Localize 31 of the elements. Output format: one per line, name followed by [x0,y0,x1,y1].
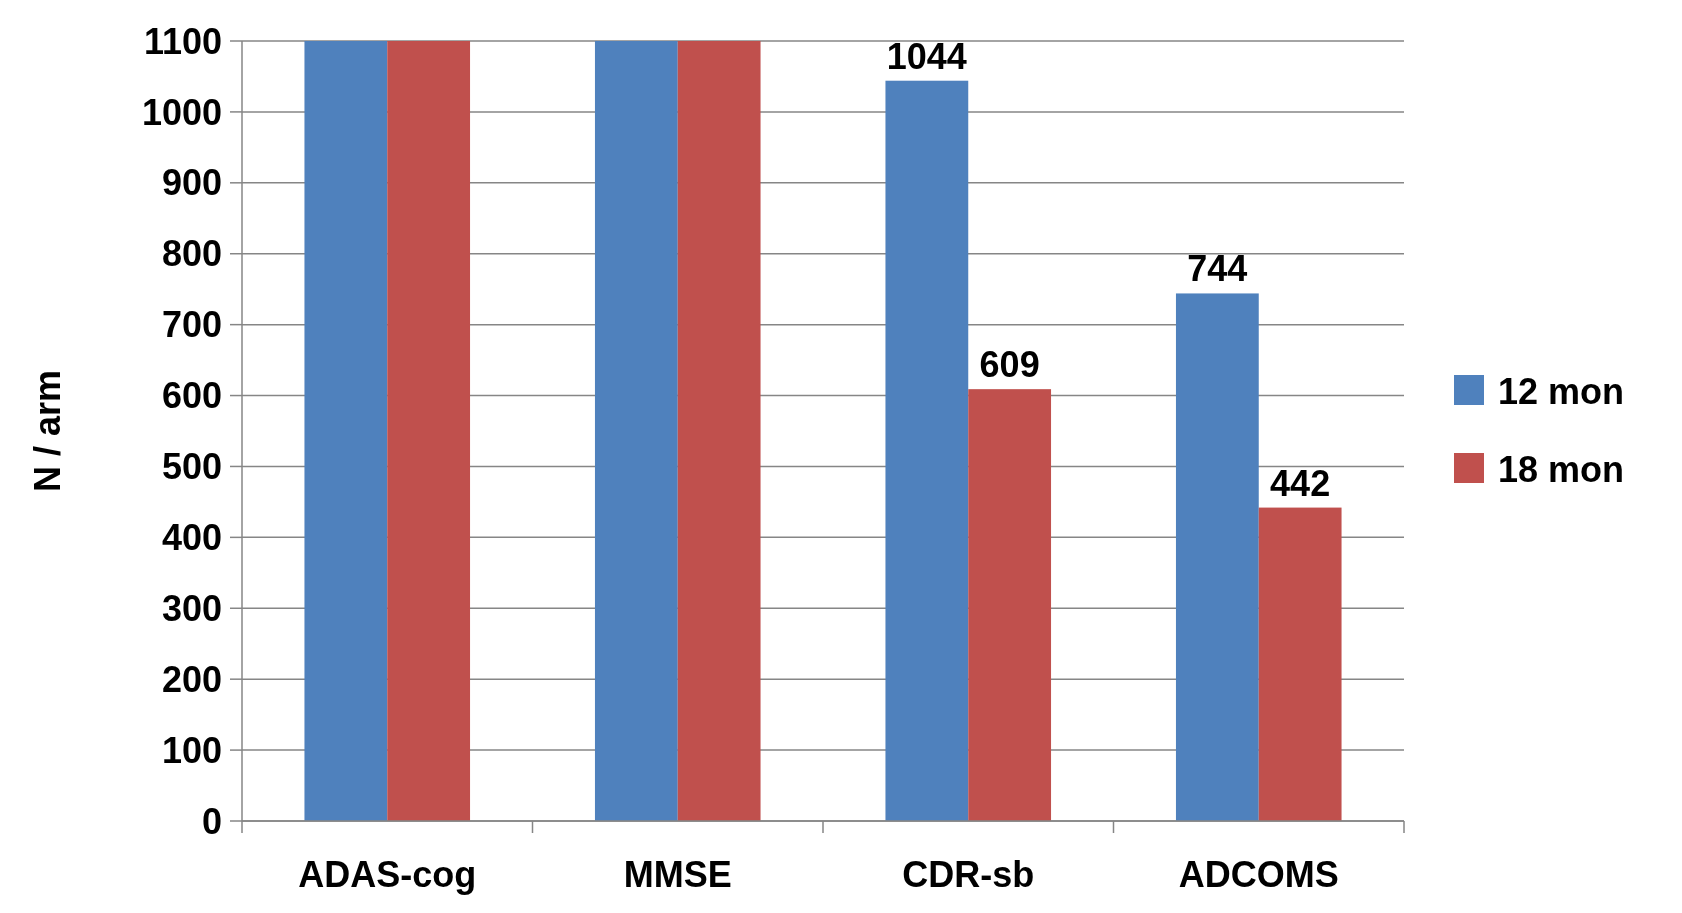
y-tick-label: 600 [161,375,222,417]
data-label: 1044 [886,35,967,77]
data-label: 442 [1270,462,1331,504]
bar [594,41,678,821]
y-tick-label: 200 [161,658,222,700]
y-tick-label: 500 [161,446,222,488]
x-tick-label: MMSE [623,854,732,895]
y-tick-label: 1100 [143,20,222,62]
x-tick-label: CDR-sb [902,854,1035,895]
legend-label: 18 mon [1498,448,1625,490]
data-label: 744 [1187,248,1248,290]
legend-label: 12 mon [1498,370,1625,412]
bar [1258,507,1342,821]
y-tick-label: 700 [161,304,222,346]
x-tick-label: ADCOMS [1178,854,1339,895]
data-label: 609 [979,344,1040,386]
bar [885,80,969,821]
y-tick-label: 0 [201,800,222,842]
y-tick-label: 300 [161,587,222,629]
bar [677,41,761,821]
bar [1175,293,1259,821]
bar [387,41,471,821]
y-tick-label: 800 [161,233,222,275]
y-tick-label: 1000 [141,91,222,133]
y-tick-label: 400 [161,516,222,558]
bar [304,41,388,821]
y-tick-label: 900 [161,162,222,204]
bar [968,389,1052,821]
y-axis-title: N / arm [27,369,68,493]
y-tick-label: 100 [161,729,222,771]
x-tick-label: ADAS-cog [298,854,477,895]
